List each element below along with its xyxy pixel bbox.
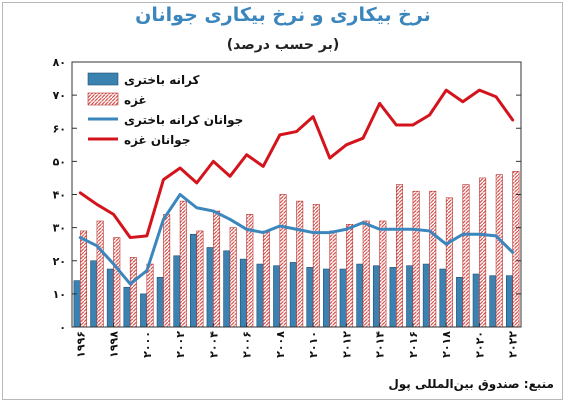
bar-west-bank xyxy=(339,268,347,328)
bar-gaza xyxy=(479,177,487,328)
bar-west-bank xyxy=(206,247,214,328)
bar-west-bank xyxy=(73,280,81,328)
bar-gaza xyxy=(80,230,88,328)
legend-label: جوانان غزه xyxy=(124,133,190,148)
chart-subtitle: (بر حسب درصد) xyxy=(226,37,340,53)
x-tick-label: ۲۰۲۲ xyxy=(507,331,520,358)
bar-west-bank xyxy=(223,250,231,328)
x-tick-label: ۲۰۱۸ xyxy=(440,331,453,358)
y-tick-label: ۲۰ xyxy=(53,255,66,268)
y-tick-label: ۴۰ xyxy=(53,189,66,202)
bar-west-bank xyxy=(406,265,414,328)
bar-gaza xyxy=(495,174,503,328)
bar-gaza xyxy=(429,190,437,328)
bar-west-bank xyxy=(372,265,380,328)
bar-west-bank xyxy=(456,277,464,328)
y-tick-label: ۳۰ xyxy=(53,222,66,235)
bar-west-bank xyxy=(389,267,397,328)
bar-west-bank xyxy=(156,277,164,328)
bar-gaza xyxy=(163,214,171,328)
bar-gaza xyxy=(412,190,420,328)
bar-west-bank xyxy=(505,275,513,328)
y-tick-label: ۰ xyxy=(59,321,66,334)
bar-west-bank xyxy=(489,275,497,328)
line-west-bank-youth xyxy=(78,193,515,286)
bar-gaza xyxy=(229,227,237,328)
bar-gaza xyxy=(113,237,121,328)
legend-label: غزه xyxy=(124,93,147,107)
bar-west-bank xyxy=(289,262,297,328)
bar-gaza xyxy=(379,220,387,328)
bar-west-bank xyxy=(422,263,430,328)
x-tick-label: ۲۰۰۲ xyxy=(174,331,187,358)
bar-gaza xyxy=(279,194,287,328)
y-tick-label: ۱۰ xyxy=(53,288,66,301)
bar-west-bank xyxy=(123,286,131,328)
chart-legend: کرانه باختری غزه جوانان کرانه باختری جوانان… xyxy=(87,72,243,148)
bar-west-bank xyxy=(90,260,98,328)
line-gaza-youth xyxy=(78,88,515,240)
bar-west-bank xyxy=(190,233,198,328)
bar-gaza xyxy=(213,210,221,328)
bar-gaza xyxy=(179,200,187,328)
bar-west-bank xyxy=(256,263,264,328)
x-tick-label: ۲۰۰۸ xyxy=(274,331,287,358)
legend-label: جوانان کرانه باختری xyxy=(124,113,243,128)
bar-gaza xyxy=(312,204,320,328)
x-tick-label: ۲۰۱۴ xyxy=(374,331,387,358)
y-tick-label: ۶۰ xyxy=(53,122,66,135)
bar-gaza xyxy=(346,224,354,328)
y-tick-label: ۷۰ xyxy=(53,89,66,102)
bar-gaza xyxy=(296,200,304,328)
y-tick-label: ۸۰ xyxy=(53,56,66,69)
bar-west-bank xyxy=(173,255,181,328)
bar-gaza xyxy=(146,263,154,328)
legend-swatch-gaza xyxy=(87,92,119,106)
x-tick-label: ۲۰۰۰ xyxy=(141,331,154,358)
bar-west-bank xyxy=(239,258,247,328)
bar-gaza xyxy=(395,184,403,328)
bar-west-bank xyxy=(472,273,480,328)
bar-west-bank xyxy=(273,265,281,328)
legend-swatch-west-bank xyxy=(87,72,119,86)
bar-gaza xyxy=(462,184,470,328)
bar-west-bank xyxy=(306,267,314,328)
bar-gaza xyxy=(96,220,104,328)
x-tick-label: ۱۹۹۶ xyxy=(74,331,87,358)
bar-gaza xyxy=(262,230,270,328)
legend-label: کرانه باختری xyxy=(124,73,200,87)
bar-gaza xyxy=(329,230,337,328)
bar-west-bank xyxy=(439,268,447,328)
x-tick-label: ۱۹۹۸ xyxy=(108,331,121,358)
x-tick-label: ۲۰۱۶ xyxy=(407,331,420,358)
chart-title: نرخ بیکاری و نرخ بیکاری جوانان xyxy=(135,4,431,26)
bar-gaza xyxy=(129,257,137,328)
bar-gaza xyxy=(196,230,204,328)
bar-gaza xyxy=(445,197,453,328)
bar-west-bank xyxy=(356,263,364,328)
x-tick-label: ۲۰۲۰ xyxy=(473,331,486,358)
x-tick-label: ۲۰۰۶ xyxy=(241,331,254,358)
bar-west-bank xyxy=(106,268,114,328)
bar-gaza xyxy=(362,220,370,328)
y-tick-label: ۵۰ xyxy=(53,155,66,168)
x-tick-label: ۲۰۰۴ xyxy=(207,331,220,358)
source-note: منبع: صندوق بین‌المللی پول xyxy=(388,377,554,391)
bar-west-bank xyxy=(140,293,148,328)
x-tick-label: ۲۰۱۲ xyxy=(340,331,353,358)
x-tick-label: ۲۰۱۰ xyxy=(307,331,320,358)
bar-west-bank xyxy=(323,268,331,328)
